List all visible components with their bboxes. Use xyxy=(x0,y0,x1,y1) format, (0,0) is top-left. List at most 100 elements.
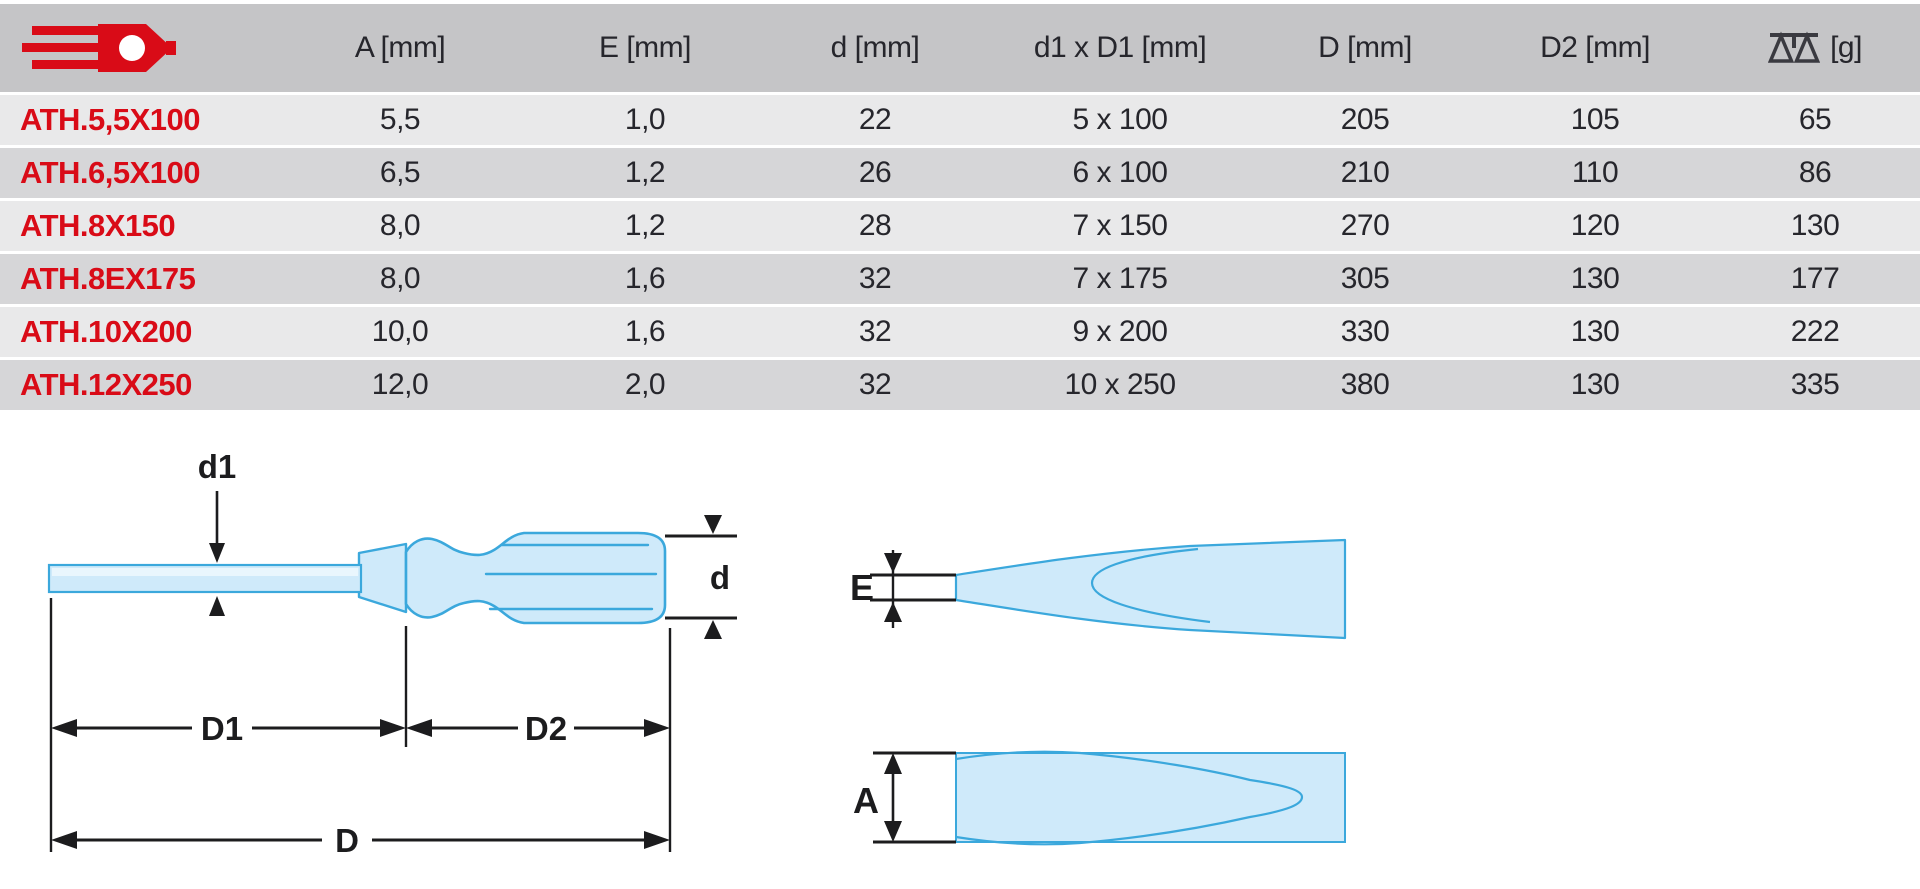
cell-D2: 120 xyxy=(1570,209,1620,242)
cell-d: 32 xyxy=(858,368,892,401)
dimension-D xyxy=(51,831,670,849)
table-header-row: A [mm] E [mm] d [mm] d1 x D1 [mm] D [mm]… xyxy=(0,4,1920,92)
arrowhead-right xyxy=(380,719,406,737)
blade-flat-view xyxy=(955,750,1346,846)
handle-grip-lines xyxy=(484,543,658,611)
arrowhead-up xyxy=(704,620,722,639)
cell-d1xD1: 5 x 100 xyxy=(1072,103,1168,136)
header-col-a: A [mm] xyxy=(354,31,446,64)
cell-e: 2,0 xyxy=(624,368,666,401)
arrowhead-left xyxy=(51,719,77,737)
extension-lines xyxy=(49,598,672,852)
cell-ref: ATH.6,5X100 xyxy=(20,155,201,190)
cell-ref: ATH.5,5X100 xyxy=(20,102,201,137)
cell-ref: ATH.10X200 xyxy=(20,314,192,349)
cell-e: 1,2 xyxy=(624,209,666,242)
table-row: ATH.10X200 10,0 1,6 32 9 x 200 330 130 2… xyxy=(0,307,1920,357)
cell-d: 22 xyxy=(858,103,892,136)
header-col-D2: D2 [mm] xyxy=(1540,31,1650,64)
header-col-d1xD1: d1 x D1 [mm] xyxy=(1033,31,1207,64)
cell-d: 32 xyxy=(858,262,892,295)
cell-d1xD1: 7 x 175 xyxy=(1072,262,1168,295)
cell-a: 6,5 xyxy=(379,156,421,189)
cell-d: 26 xyxy=(858,156,892,189)
header-col-d: d [mm] xyxy=(830,31,920,64)
header-col-D: D [mm] xyxy=(1318,31,1412,64)
cell-e: 1,6 xyxy=(624,315,666,348)
dimension-d1 xyxy=(209,491,225,616)
dimension-E xyxy=(870,550,956,628)
spec-table: A [mm] E [mm] d [mm] d1 x D1 [mm] D [mm]… xyxy=(0,4,1920,413)
cell-D2: 130 xyxy=(1570,262,1620,295)
cell-D: 330 xyxy=(1340,315,1390,348)
table-row: ATH.6,5X100 6,5 1,2 26 6 x 100 210 110 8… xyxy=(0,148,1920,198)
header-product-icon-cell xyxy=(0,4,270,92)
cell-e: 1,2 xyxy=(624,156,666,189)
cell-a: 8,0 xyxy=(379,209,421,242)
arrowhead-up xyxy=(209,596,225,616)
label-D1: D1 xyxy=(201,710,243,747)
label-E: E xyxy=(850,567,874,608)
cell-a: 5,5 xyxy=(379,103,421,136)
arrowhead-left xyxy=(406,719,432,737)
dimension-d xyxy=(665,515,737,639)
arrowhead-down xyxy=(884,821,902,842)
cell-d1xD1: 7 x 150 xyxy=(1072,209,1168,242)
arrowhead-down xyxy=(884,553,902,573)
header-col-e: E [mm] xyxy=(599,31,692,64)
balance-scale-icon xyxy=(1768,31,1821,63)
cell-D2: 105 xyxy=(1570,103,1620,136)
cell-weight: 65 xyxy=(1798,103,1832,136)
screwdriver-speed-icon xyxy=(22,24,176,72)
table-row: ATH.8X150 8,0 1,2 28 7 x 150 270 120 130 xyxy=(0,201,1920,251)
cell-D: 380 xyxy=(1340,368,1390,401)
table-row: ATH.5,5X100 5,5 1,0 22 5 x 100 205 105 6… xyxy=(0,95,1920,145)
cell-ref: ATH.8EX175 xyxy=(20,261,196,296)
arrowhead-left xyxy=(51,831,77,849)
cell-D2: 130 xyxy=(1570,315,1620,348)
label-D: D xyxy=(335,822,359,859)
arrowhead-right xyxy=(644,719,670,737)
header-weight-unit: [g] xyxy=(1830,31,1862,64)
cell-D2: 110 xyxy=(1571,156,1619,189)
dimension-D1 xyxy=(51,719,406,737)
cell-ref: ATH.12X250 xyxy=(20,367,192,402)
cell-d1xD1: 10 x 250 xyxy=(1064,368,1176,401)
cell-d: 32 xyxy=(858,315,892,348)
cell-d1xD1: 6 x 100 xyxy=(1072,156,1168,189)
dimension-A xyxy=(873,751,956,844)
label-d: d xyxy=(710,559,730,596)
blade-flat-outline xyxy=(955,750,1304,846)
arrowhead-up xyxy=(884,753,902,774)
cell-D: 270 xyxy=(1340,209,1390,242)
label-D2: D2 xyxy=(525,710,567,747)
cell-a: 10,0 xyxy=(371,315,429,348)
cell-D: 305 xyxy=(1340,262,1390,295)
table-row: ATH.12X250 12,0 2,0 32 10 x 250 380 130 … xyxy=(0,360,1920,410)
shaft-highlight xyxy=(52,568,358,576)
cell-weight: 335 xyxy=(1790,368,1840,401)
blade-flat-shape xyxy=(955,752,1346,843)
cell-weight: 86 xyxy=(1798,156,1832,189)
cell-a: 8,0 xyxy=(379,262,421,295)
cell-D: 205 xyxy=(1340,103,1390,136)
screwdriver-bolster xyxy=(357,542,408,614)
cell-e: 1,0 xyxy=(624,103,666,136)
header-col-weight: [g] xyxy=(1710,4,1920,92)
arrowhead-right xyxy=(644,831,670,849)
label-A: A xyxy=(853,780,879,821)
cell-D2: 130 xyxy=(1570,368,1620,401)
arrowhead-down xyxy=(209,543,225,563)
blade-edge-shape xyxy=(954,538,1347,640)
arrowhead-up xyxy=(884,602,902,622)
table-row: ATH.8EX175 8,0 1,6 32 7 x 175 305 130 17… xyxy=(0,254,1920,304)
cell-ref: ATH.8X150 xyxy=(20,208,176,243)
screwdriver-handle xyxy=(404,531,667,625)
blade-edge-view xyxy=(954,538,1347,640)
cell-a: 12,0 xyxy=(371,368,429,401)
arrowhead-down xyxy=(704,515,722,534)
blade-ground-flat-line xyxy=(1090,547,1211,624)
dimension-D2 xyxy=(406,719,670,737)
label-d1: d1 xyxy=(198,448,237,485)
